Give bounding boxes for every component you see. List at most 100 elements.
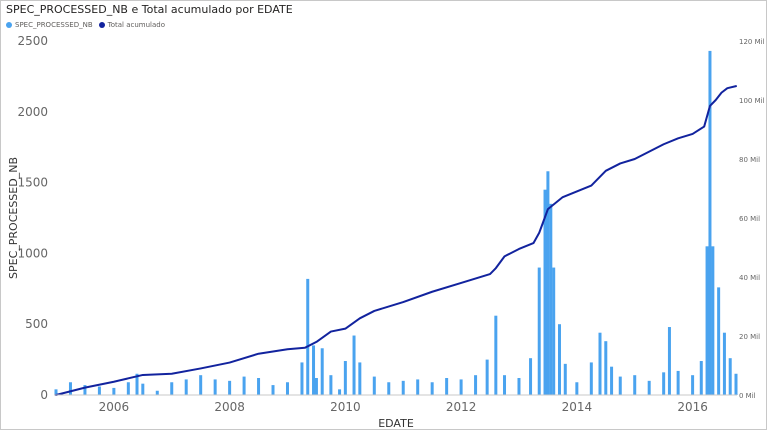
bar: [667, 327, 671, 395]
bar: [691, 375, 695, 395]
y-axis-title: SPEC_PROCESSED_NB: [7, 157, 20, 279]
bar: [112, 387, 116, 395]
line-group: [55, 85, 737, 396]
legend-marker-spec-processed-nb: [6, 22, 12, 28]
bar: [575, 382, 579, 395]
bar: [543, 189, 547, 395]
bar: [503, 375, 507, 395]
y-tick-label: 2000: [17, 105, 48, 119]
bar: [722, 332, 726, 395]
bar: [126, 382, 130, 395]
bar: [711, 246, 715, 395]
bar: [320, 348, 324, 395]
bar: [633, 375, 637, 395]
bar: [662, 372, 666, 395]
bar: [430, 382, 434, 395]
legend-label-total-acumulado: Total acumulado: [107, 21, 165, 29]
bar: [618, 376, 622, 395]
bar: [604, 341, 608, 395]
bar: [184, 379, 188, 395]
bar: [598, 332, 602, 395]
bar: [557, 324, 561, 395]
bar: [213, 379, 217, 395]
bar: [257, 378, 261, 395]
y2-tick-label: 40 Mil: [739, 274, 760, 282]
bar: [474, 375, 478, 395]
y2-tick-label: 80 Mil: [739, 156, 760, 164]
bar: [552, 267, 556, 395]
bar: [306, 278, 310, 395]
bar: [494, 315, 498, 395]
bar: [529, 358, 533, 395]
bar: [97, 386, 101, 395]
legend-marker-total-acumulado: [98, 22, 105, 28]
chart-legend: SPEC_PROCESSED_NB Total acumulado: [6, 19, 171, 31]
bar: [445, 378, 449, 395]
bar: [546, 171, 550, 395]
bar: [68, 382, 72, 395]
bar: [170, 382, 174, 395]
bar: [338, 389, 342, 395]
bar: [372, 376, 376, 395]
legend-item-spec-processed-nb[interactable]: SPEC_PROCESSED_NB: [6, 21, 93, 29]
bar: [312, 345, 316, 395]
bar: [300, 362, 304, 395]
bar: [517, 378, 521, 395]
bar: [271, 385, 275, 395]
bar: [728, 358, 732, 395]
bar: [352, 335, 356, 395]
x-tick-label: 2010: [330, 400, 361, 414]
y2-tick-label: 60 Mil: [739, 215, 760, 223]
bar: [705, 246, 709, 395]
x-tick-label: 2008: [214, 400, 245, 414]
bar: [155, 390, 159, 395]
bar: [717, 287, 721, 395]
y2-tick-label: 120 Mil: [739, 38, 765, 46]
y2-tick-label: 20 Mil: [739, 333, 760, 341]
legend-item-total-acumulado[interactable]: Total acumulado: [98, 21, 165, 29]
bar: [329, 375, 333, 395]
bar: [485, 359, 489, 395]
x-tick-label: 2016: [677, 400, 708, 414]
bars-group: [54, 50, 738, 395]
legend-label-spec-processed-nb: SPEC_PROCESSED_NB: [15, 21, 93, 29]
bar: [135, 373, 139, 395]
x-tick-label: 2006: [99, 400, 130, 414]
bar: [459, 379, 463, 395]
x-axis-ticks: 2006 2008 2010 2012 2014 2016: [99, 400, 708, 414]
bar: [647, 380, 651, 395]
bar: [537, 267, 541, 395]
bar: [416, 379, 420, 395]
bar: [358, 362, 362, 395]
y-tick-label: 1500: [17, 176, 48, 190]
bar: [699, 361, 703, 395]
x-tick-label: 2012: [446, 400, 477, 414]
left-axis-ticks: 0 500 1000 1500 2000 2500: [17, 34, 48, 402]
bar: [401, 380, 405, 395]
bar: [734, 373, 738, 395]
series-line-total-acumulado: [55, 85, 737, 396]
bar: [387, 382, 391, 395]
y-tick-label: 0: [40, 388, 48, 402]
x-tick-label: 2014: [562, 400, 593, 414]
bar: [228, 380, 232, 395]
bar: [708, 50, 712, 395]
bar: [676, 370, 680, 395]
chart-title: SPEC_PROCESSED_NB e Total acumulado por …: [6, 3, 293, 16]
y-tick-label: 1000: [17, 246, 48, 260]
bar: [199, 375, 203, 395]
x-axis-title: EDATE: [378, 417, 414, 430]
y-tick-label: 2500: [17, 34, 48, 48]
y2-tick-label: 0 Mil: [739, 392, 756, 400]
bar: [242, 376, 246, 395]
bar: [141, 383, 145, 395]
bar: [83, 385, 87, 395]
bar: [285, 382, 289, 395]
bar: [343, 361, 347, 395]
bar: [610, 366, 614, 395]
bar: [314, 378, 318, 395]
right-axis-ticks: 0 Mil 20 Mil 40 Mil 60 Mil 80 Mil 100 Mil 120 …: [739, 38, 765, 400]
y-tick-label: 500: [25, 317, 48, 331]
